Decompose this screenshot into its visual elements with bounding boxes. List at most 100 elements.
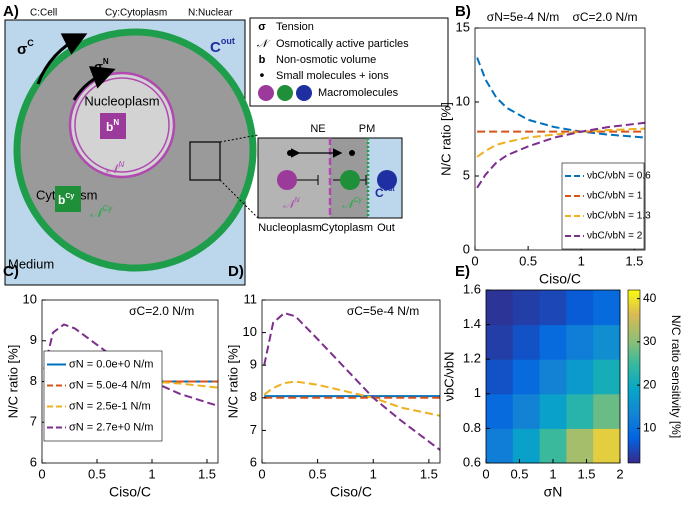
medium: Medium [8,256,54,271]
x-tick-label: 0.5 [519,253,537,268]
line [476,57,646,139]
heat-cell [486,290,514,326]
x-axis-label: Ciso/C [539,271,581,287]
abbrev: Cy:Cytoplasm [105,8,167,19]
x-tick-label: 1.5 [198,466,216,481]
y-axis-label: N/C ratio [%] [5,345,20,419]
y-tick-label: 10 [456,93,470,108]
y-tick-label: 10 [23,291,37,306]
heat-cell [566,324,594,360]
x-tick-label: 1.5 [420,466,438,481]
x-tick-label: 0 [38,466,45,481]
colorbar [627,289,641,464]
x-axis-label: Ciso/C [330,484,372,500]
b-cy-box [55,186,81,212]
legend-symbol: 𝒩 [257,38,271,50]
x-tick-label: 2 [616,466,623,481]
line [476,127,646,158]
heat-cell [593,428,621,464]
y-tick-label: 6 [30,454,37,469]
line [263,380,441,417]
y-tick-label: 7 [250,422,257,437]
legend-text: Osmotically active particles [276,38,409,50]
tension-arrow [36,33,88,85]
legend-box [561,162,645,250]
y-tick-label: 1.2 [463,351,481,366]
tension-arrow [72,66,116,101]
y-tick-label: 1.6 [463,281,481,296]
legend-label: σN = 5.0e-4 N/m [69,379,151,391]
heat-cell [593,324,621,360]
region-label: Cytoplasm [321,222,373,234]
y-axis-label: N/C ratio [%] [225,345,240,419]
panel-a: A) C:Cell Cy:Cytoplasm N:Nuclear σC σN C… [3,3,449,286]
x-tick-label: 0 [258,466,265,481]
y-tick-label: 7 [30,414,37,429]
heat-cell [539,393,567,429]
heat-cell [566,428,594,464]
region-label: Nucleoplasm [258,222,322,234]
legend-label: νbC/νbN = 0.6 [587,171,651,182]
x-tick-label: 1 [549,466,556,481]
legend-symbol: b [259,54,266,66]
y-tick-label: 6 [250,454,257,469]
y-axis-label: νbC/νbN [441,352,456,402]
zoom-region [189,141,221,181]
panel-label: D) [228,263,244,280]
nucleoplasm: Nucleoplasm [84,93,159,108]
x-tick-label: 1.5 [625,253,643,268]
legend-text: Macromolecules [318,87,399,99]
heat-cell [566,359,594,395]
y-tick-label: 8 [30,373,37,388]
heat-cell [566,393,594,429]
x-tick-label: 0.5 [309,466,327,481]
macro-icon [258,85,274,101]
macromolecule [377,170,397,190]
chart-title: σN=5e-4 N/m [487,10,559,24]
heat-cell [512,290,541,326]
y-tick-label: 0.8 [463,420,481,435]
heat-cell [593,393,621,429]
legend-text: Small molecules + ions [276,70,389,82]
legend-symbol: σ [258,21,266,33]
heat-cell [486,324,514,360]
y-tick-label: 8 [250,389,257,404]
heat-cell [566,290,594,326]
y-tick-label: 10 [243,324,257,339]
x-tick-label: 0.5 [510,466,528,481]
c-out: Cout [375,186,395,200]
panel-label: E) [455,263,470,280]
y-tick-label: 1 [474,385,481,400]
heat-cell [593,290,621,326]
sigma-c: σC [17,38,34,58]
x-tick-label: 1 [148,466,155,481]
b-n: bN [106,118,119,134]
macro-icon [296,85,312,101]
legend-box [43,350,163,442]
heat-cell [512,393,541,429]
heat-cell [512,324,541,360]
heat-cell [539,359,567,395]
chart-title: σC=5e-4 N/m [347,304,419,318]
line [263,311,441,451]
legend-label: νbC/νbN = 2 [587,231,643,242]
heat-cell [539,290,567,326]
x-axis-label: σN [544,484,563,500]
heat-cell [486,359,514,395]
colorbar-tick-label: 20 [643,377,657,391]
b-n-box [100,113,126,139]
macro-icon [277,85,293,101]
legend-symbol: • [260,67,265,83]
y-tick-label: 0.6 [463,454,481,469]
pm-label: PM [359,123,376,135]
colorbar-label: N/C ratio sensitivity [%] [669,315,683,438]
heat-cell [539,324,567,360]
y-tick-label: 5 [463,167,470,182]
legend-label: σN = 2.5e-1 N/m [69,400,151,412]
y-tick-label: 1.4 [463,316,481,331]
sigma-n: σN [94,57,109,74]
abbrev: C:Cell [30,8,57,19]
panel-label: A) [3,3,19,20]
zoom-line [219,179,259,219]
y-tick-label: 15 [456,19,470,34]
